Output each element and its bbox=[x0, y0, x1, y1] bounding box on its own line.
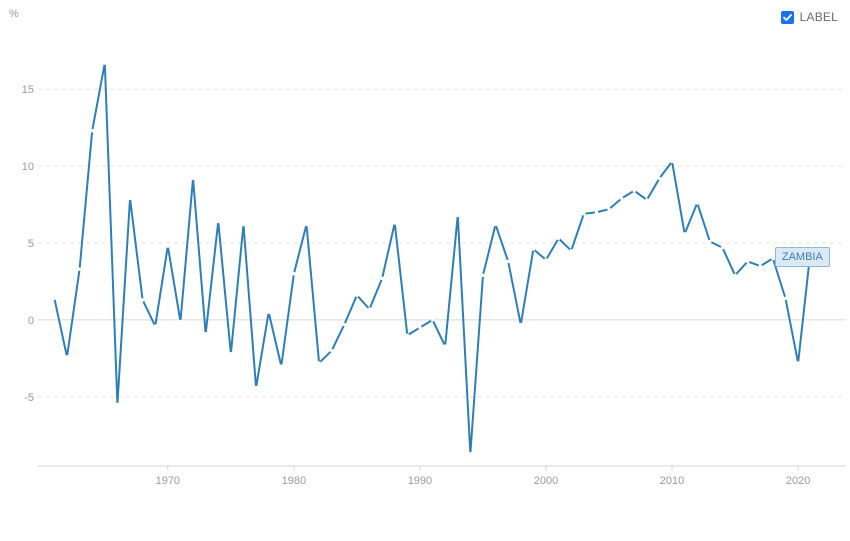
data-point[interactable] bbox=[582, 212, 586, 216]
x-tick-label: 2010 bbox=[660, 475, 684, 487]
data-point[interactable] bbox=[632, 189, 636, 193]
legend-toggle[interactable]: LABEL bbox=[780, 10, 838, 24]
data-point[interactable] bbox=[405, 333, 410, 337]
series-line-zambia[interactable] bbox=[53, 62, 824, 455]
data-point[interactable] bbox=[304, 222, 309, 227]
data-point[interactable] bbox=[292, 272, 296, 276]
data-point[interactable] bbox=[758, 264, 762, 268]
data-point[interactable] bbox=[241, 222, 246, 227]
data-point[interactable] bbox=[594, 210, 599, 214]
data-point[interactable] bbox=[90, 129, 94, 133]
data-point[interactable] bbox=[771, 256, 775, 261]
checkbox-checked-icon[interactable] bbox=[780, 10, 794, 24]
data-point[interactable] bbox=[103, 61, 107, 65]
data-point[interactable] bbox=[115, 402, 120, 407]
data-point[interactable] bbox=[330, 348, 334, 353]
y-tick-label: 10 bbox=[22, 161, 34, 173]
x-tick-label: 2020 bbox=[786, 475, 810, 487]
data-point[interactable] bbox=[695, 201, 699, 205]
data-point[interactable] bbox=[355, 293, 359, 297]
data-point[interactable] bbox=[216, 219, 220, 224]
data-point[interactable] bbox=[430, 318, 435, 322]
x-tick-label: 1980 bbox=[282, 475, 306, 487]
y-axis-unit-label: % bbox=[9, 8, 19, 20]
data-point[interactable] bbox=[481, 273, 485, 277]
data-point[interactable] bbox=[493, 222, 498, 227]
y-tick-label: 5 bbox=[28, 238, 34, 250]
data-point[interactable] bbox=[367, 307, 372, 311]
data-point[interactable] bbox=[279, 364, 283, 368]
data-point[interactable] bbox=[418, 325, 422, 330]
x-tick-label: 1970 bbox=[156, 475, 180, 487]
y-tick-label: 15 bbox=[22, 84, 34, 96]
data-point[interactable] bbox=[456, 213, 460, 218]
data-point[interactable] bbox=[203, 332, 208, 336]
data-point[interactable] bbox=[229, 352, 233, 356]
data-point[interactable] bbox=[317, 361, 321, 365]
data-point[interactable] bbox=[544, 258, 548, 262]
data-point[interactable] bbox=[468, 451, 473, 456]
series-label: ZAMBIA bbox=[774, 247, 830, 268]
data-point[interactable] bbox=[645, 198, 649, 202]
x-axis-ticks: 1970 1980 1990 2000 2010 2020 bbox=[38, 465, 846, 487]
data-point[interactable] bbox=[745, 259, 750, 264]
data-point[interactable] bbox=[191, 176, 195, 181]
y-tick-label: -5 bbox=[24, 392, 34, 404]
data-point[interactable] bbox=[519, 322, 523, 327]
data-point[interactable] bbox=[783, 296, 788, 301]
y-tick-label: 0 bbox=[28, 315, 34, 327]
data-point[interactable] bbox=[178, 319, 183, 324]
data-point[interactable] bbox=[682, 232, 687, 236]
data-point[interactable] bbox=[708, 239, 712, 244]
data-point[interactable] bbox=[65, 355, 69, 359]
data-point[interactable] bbox=[254, 385, 258, 390]
data-point[interactable] bbox=[443, 344, 447, 348]
y-axis-ticks: -5 0 5 10 15 bbox=[22, 84, 34, 404]
data-point[interactable] bbox=[166, 244, 170, 248]
data-points bbox=[52, 61, 826, 456]
data-point[interactable] bbox=[506, 259, 510, 264]
data-point[interactable] bbox=[670, 159, 674, 164]
gridlines bbox=[38, 88, 846, 398]
data-point[interactable] bbox=[720, 245, 725, 250]
data-point[interactable] bbox=[380, 276, 384, 281]
data-point[interactable] bbox=[569, 248, 573, 253]
legend-label: LABEL bbox=[799, 10, 838, 24]
data-point[interactable] bbox=[140, 298, 145, 302]
data-point[interactable] bbox=[128, 196, 132, 201]
x-tick-label: 2000 bbox=[534, 475, 558, 487]
data-point[interactable] bbox=[266, 310, 271, 314]
data-point[interactable] bbox=[342, 322, 347, 327]
data-point[interactable] bbox=[52, 296, 57, 301]
data-point[interactable] bbox=[733, 273, 737, 277]
data-point[interactable] bbox=[531, 247, 536, 251]
data-point[interactable] bbox=[796, 361, 800, 365]
data-point[interactable] bbox=[393, 221, 397, 225]
data-point[interactable] bbox=[607, 207, 611, 211]
data-point[interactable] bbox=[619, 196, 624, 201]
data-point[interactable] bbox=[657, 176, 662, 181]
data-point[interactable] bbox=[77, 267, 82, 271]
x-tick-label: 1990 bbox=[408, 475, 432, 487]
data-point[interactable] bbox=[153, 324, 157, 328]
data-point[interactable] bbox=[556, 236, 561, 241]
